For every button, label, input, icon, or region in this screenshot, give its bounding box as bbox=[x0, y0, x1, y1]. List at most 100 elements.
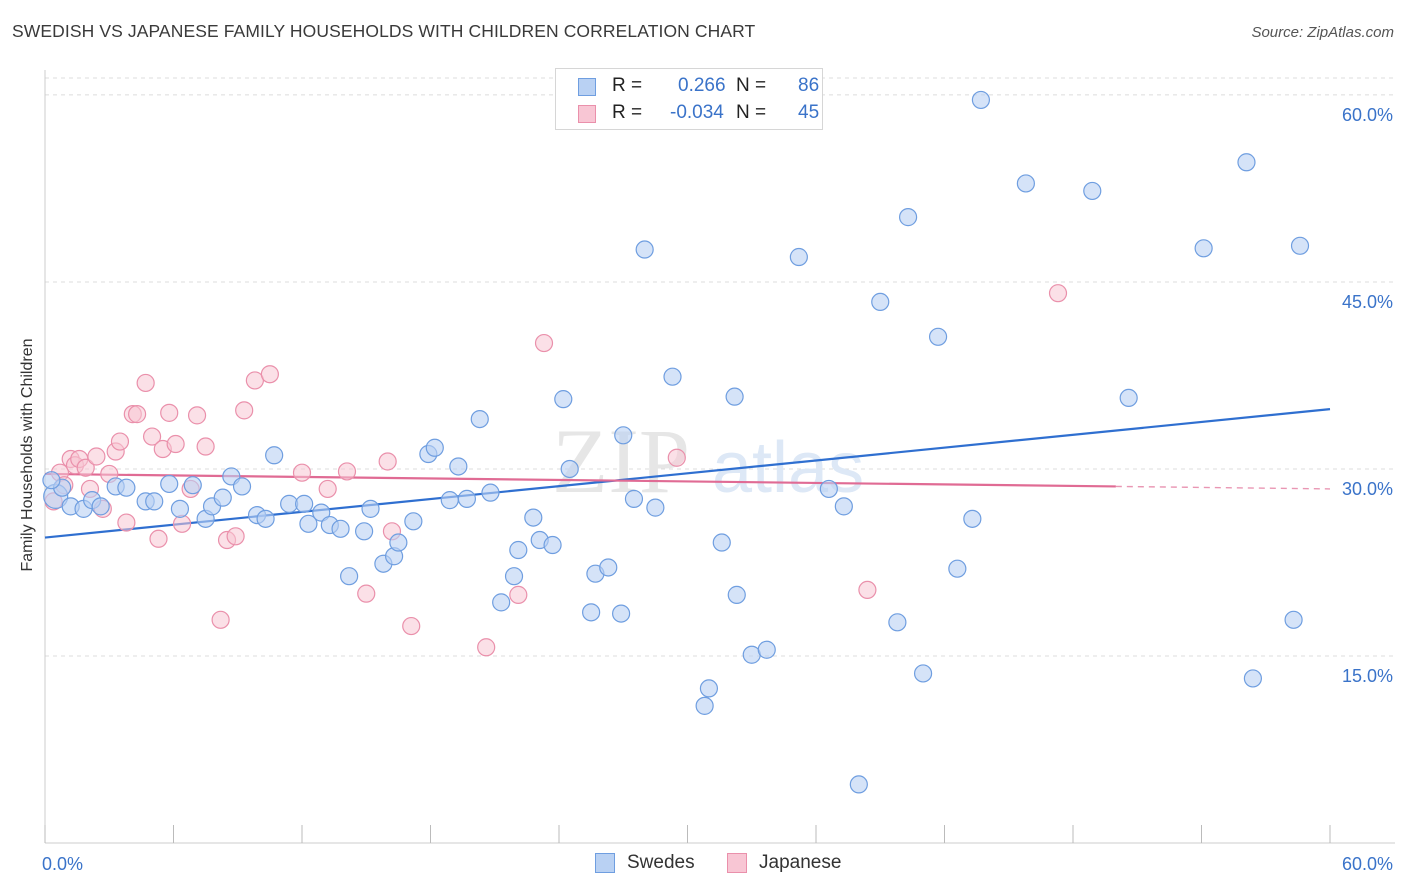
grid-lines bbox=[45, 77, 1395, 657]
point-swedes bbox=[312, 503, 331, 522]
point-swedes bbox=[509, 540, 528, 560]
point-swedes bbox=[1284, 610, 1303, 629]
point-swedes bbox=[91, 497, 110, 516]
point-swedes bbox=[1194, 239, 1213, 258]
x-tick-label-max: 60.0% bbox=[1342, 854, 1393, 874]
point-japanese bbox=[226, 527, 245, 546]
point-swedes bbox=[712, 533, 731, 552]
point-swedes bbox=[560, 459, 579, 479]
point-swedes bbox=[727, 585, 746, 604]
point-swedes bbox=[524, 508, 543, 527]
point-swedes bbox=[265, 446, 284, 465]
point-japanese bbox=[477, 638, 496, 657]
point-swedes bbox=[888, 613, 907, 632]
point-swedes bbox=[789, 247, 808, 267]
point-japanese bbox=[117, 513, 136, 532]
point-swedes bbox=[543, 535, 562, 555]
y-tick-label: 45.0% bbox=[1342, 292, 1393, 312]
point-swedes bbox=[612, 604, 631, 623]
point-swedes bbox=[963, 509, 982, 528]
point-japanese bbox=[337, 462, 357, 481]
point-swedes bbox=[695, 696, 714, 715]
point-japanese bbox=[196, 437, 215, 456]
point-swedes bbox=[646, 498, 665, 517]
point-japanese bbox=[509, 585, 528, 604]
point-japanese bbox=[87, 447, 106, 466]
point-swedes bbox=[898, 208, 918, 227]
point-japanese bbox=[110, 432, 130, 451]
source-credit: Source: ZipAtlas.com bbox=[1251, 24, 1394, 41]
point-swedes bbox=[170, 499, 190, 518]
bottom-legend-swatch-japanese bbox=[727, 853, 747, 873]
point-swedes bbox=[1243, 669, 1263, 688]
legend-n-value-japanese: 45 bbox=[798, 102, 820, 123]
trend-line-japanese-extension bbox=[1115, 485, 1331, 490]
point-swedes bbox=[295, 494, 314, 513]
bottom-legend-label-japanese: Japanese bbox=[759, 852, 842, 873]
point-swedes bbox=[404, 512, 423, 531]
point-swedes bbox=[389, 533, 408, 552]
point-japanese bbox=[166, 434, 185, 454]
point-swedes bbox=[355, 522, 374, 541]
point-swedes bbox=[1083, 181, 1102, 201]
point-swedes bbox=[928, 327, 948, 346]
point-swedes bbox=[971, 90, 991, 110]
point-swedes bbox=[849, 775, 868, 794]
point-japanese bbox=[142, 427, 162, 446]
point-swedes bbox=[145, 492, 164, 511]
point-swedes bbox=[440, 491, 459, 510]
point-swedes bbox=[232, 477, 252, 496]
point-swedes bbox=[183, 476, 202, 495]
point-swedes bbox=[663, 367, 682, 386]
point-swedes bbox=[699, 679, 719, 698]
point-swedes bbox=[757, 640, 776, 659]
point-swedes bbox=[1016, 174, 1035, 193]
swedes-points bbox=[42, 90, 1310, 794]
point-japanese bbox=[402, 616, 421, 636]
bottom-legend-swatch-swedes bbox=[595, 853, 615, 873]
y-tick-label: 15.0% bbox=[1342, 666, 1393, 686]
point-swedes bbox=[160, 474, 179, 494]
point-swedes bbox=[635, 240, 654, 259]
point-japanese bbox=[235, 401, 254, 420]
point-swedes bbox=[299, 514, 318, 533]
point-swedes bbox=[819, 479, 838, 499]
point-japanese bbox=[149, 529, 168, 548]
point-swedes bbox=[340, 567, 359, 586]
point-swedes bbox=[948, 559, 967, 578]
point-swedes bbox=[117, 478, 136, 497]
point-japanese bbox=[172, 514, 192, 533]
correlation-legend: R = 0.266 N = 86 R = -0.034 N = 45 bbox=[555, 68, 823, 130]
point-swedes bbox=[213, 488, 232, 507]
point-swedes bbox=[871, 292, 890, 311]
legend-n-label: N = bbox=[736, 75, 767, 96]
bottom-legend-japanese: Japanese bbox=[727, 852, 857, 876]
point-swedes bbox=[504, 567, 524, 586]
point-swedes bbox=[1237, 153, 1256, 172]
point-japanese bbox=[76, 458, 95, 477]
point-swedes bbox=[624, 489, 644, 508]
point-swedes bbox=[614, 426, 633, 445]
point-japanese bbox=[667, 448, 686, 467]
point-swedes bbox=[554, 390, 573, 409]
point-swedes bbox=[425, 438, 444, 457]
point-japanese bbox=[127, 405, 147, 424]
legend-r-label: R = bbox=[612, 102, 643, 123]
point-japanese bbox=[187, 406, 207, 425]
bottom-legend-label-swedes: Swedes bbox=[627, 852, 695, 873]
legend-r-label: R = bbox=[612, 75, 643, 96]
point-swedes bbox=[449, 457, 468, 476]
point-swedes bbox=[492, 593, 511, 612]
chart-title: SWEDISH VS JAPANESE FAMILY HOUSEHOLDS WI… bbox=[12, 21, 756, 41]
point-japanese bbox=[260, 365, 279, 384]
y-tick-label: 60.0% bbox=[1342, 105, 1393, 125]
legend-r-value-swedes: 0.266 bbox=[678, 75, 726, 96]
point-swedes bbox=[582, 603, 601, 622]
point-swedes bbox=[725, 387, 744, 406]
legend-swatch-japanese bbox=[578, 105, 596, 123]
point-swedes bbox=[599, 558, 618, 577]
bottom-legend-swedes: Swedes bbox=[595, 852, 705, 876]
point-swedes bbox=[481, 483, 500, 502]
legend-n-value-swedes: 86 bbox=[798, 75, 820, 96]
